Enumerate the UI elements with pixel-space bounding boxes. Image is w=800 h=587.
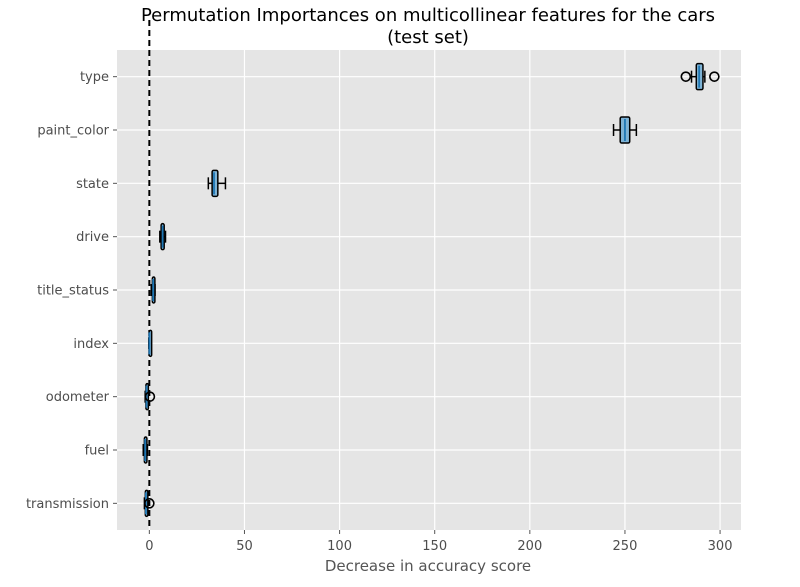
flier-point [144,391,156,402]
x-tick-label: 100 [327,539,352,554]
box-drive [159,222,167,251]
chart-subtitle: (test set) [387,27,469,48]
x-tick-label: 300 [708,539,733,554]
box-iqr [211,169,219,198]
flier-point [709,71,720,82]
box-type [680,62,720,91]
y-tick-label: drive [76,230,109,245]
boxes [142,62,720,518]
y-tick-label: paint_color [37,124,109,139]
box-title-status [150,276,156,304]
x-tick-label: 0 [145,539,153,554]
x-tick-label: 150 [422,539,447,554]
grid [117,50,741,530]
x-ticks: 0 50 100 150 200 250 300 [145,530,732,554]
flier-point [144,498,155,509]
y-tick-label: odometer [46,390,110,405]
box-index [148,329,153,358]
x-tick-label: 200 [517,539,542,554]
flier-point [680,71,692,82]
y-tick-label: title_status [37,284,109,299]
box-state [207,169,227,198]
box-odometer [144,382,156,411]
y-tick-label: index [73,337,109,352]
box-transmission [143,489,155,518]
chart-title: Permutation Importances on multicollinea… [141,5,715,26]
y-tick-label: fuel [85,444,109,459]
x-tick-label: 50 [236,539,253,554]
y-tick-label: type [80,70,109,85]
box-paint-color [612,116,638,144]
y-tick-label: state [76,177,109,192]
y-tick-label: transmission [26,497,109,512]
x-axis-label: Decrease in accuracy score [325,557,531,575]
box-fuel [142,436,149,464]
x-tick-label: 250 [613,539,638,554]
